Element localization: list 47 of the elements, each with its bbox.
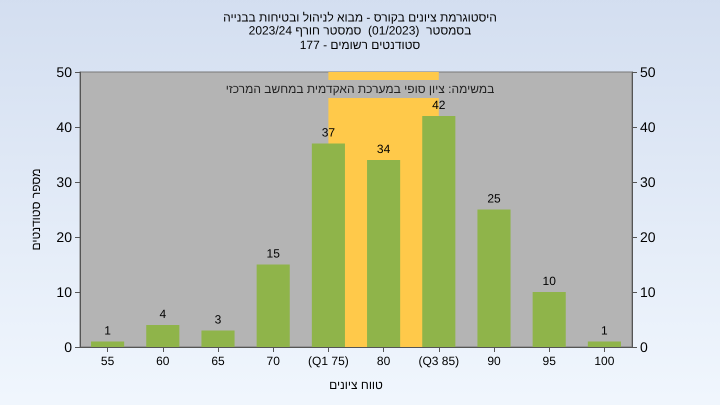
data-label: 25 xyxy=(487,192,501,206)
data-label: 42 xyxy=(432,98,446,112)
x-tick-label: 55 xyxy=(100,354,115,368)
bar xyxy=(91,342,124,347)
y2-tick-label: 50 xyxy=(640,64,656,80)
y-tick-label: 10 xyxy=(56,284,72,300)
y-tick-label: 0 xyxy=(64,339,72,355)
bar xyxy=(146,325,180,347)
data-label: 3 xyxy=(214,312,222,326)
x-tick-label: 80 xyxy=(376,354,391,368)
x-axis-title: טווח ציונים xyxy=(329,378,384,392)
x-tick-label: 70 xyxy=(266,354,280,368)
y2-tick-label: 20 xyxy=(640,229,656,245)
bar xyxy=(422,116,456,347)
data-label: 1 xyxy=(104,324,112,338)
chart-title: היסטוגרמת ציונים בקורס - מבוא לניהול ובטיחות בבנייה בסמסטר (01/2023) סמסטר חורף 2023/24 xyxy=(223,10,497,38)
bar xyxy=(256,264,290,347)
chart-subtitle: סטודנטים רשומים - 177 xyxy=(300,38,420,52)
data-label: 15 xyxy=(266,246,280,260)
annotation: במשימה: ציון סופי במערכת האקדמית במחשב המרכזי xyxy=(226,82,494,96)
x-tick-label: (Q1 75) xyxy=(308,354,349,368)
data-label: 1 xyxy=(601,324,608,338)
data-label: 4 xyxy=(159,307,166,321)
bar xyxy=(201,330,235,347)
y2-tick-label: 10 xyxy=(640,284,656,300)
bar xyxy=(588,342,621,347)
y-tick-label: 50 xyxy=(56,64,72,80)
y2-tick-label: 0 xyxy=(640,339,648,355)
data-label: 37 xyxy=(322,126,336,140)
y-tick-label: 40 xyxy=(56,119,72,135)
x-tick-label: 100 xyxy=(594,354,615,368)
x-tick-label: 90 xyxy=(487,354,501,368)
x-tick-label: 60 xyxy=(156,354,170,368)
y2-tick-label: 30 xyxy=(640,174,656,190)
y-tick-label: 20 xyxy=(56,229,72,245)
bar xyxy=(532,292,566,347)
y-tick-label: 30 xyxy=(56,174,72,190)
x-tick-label: (Q3 85) xyxy=(418,354,460,368)
x-tick-label: 65 xyxy=(211,354,225,368)
bar xyxy=(312,144,345,347)
data-label: 34 xyxy=(376,142,391,156)
bar xyxy=(367,160,400,347)
x-tick-label: 95 xyxy=(542,354,556,368)
data-label: 10 xyxy=(542,274,556,288)
y2-tick-label: 40 xyxy=(640,119,656,135)
y-axis-title: מספר סטודנטים xyxy=(29,168,43,251)
bar xyxy=(477,210,511,347)
